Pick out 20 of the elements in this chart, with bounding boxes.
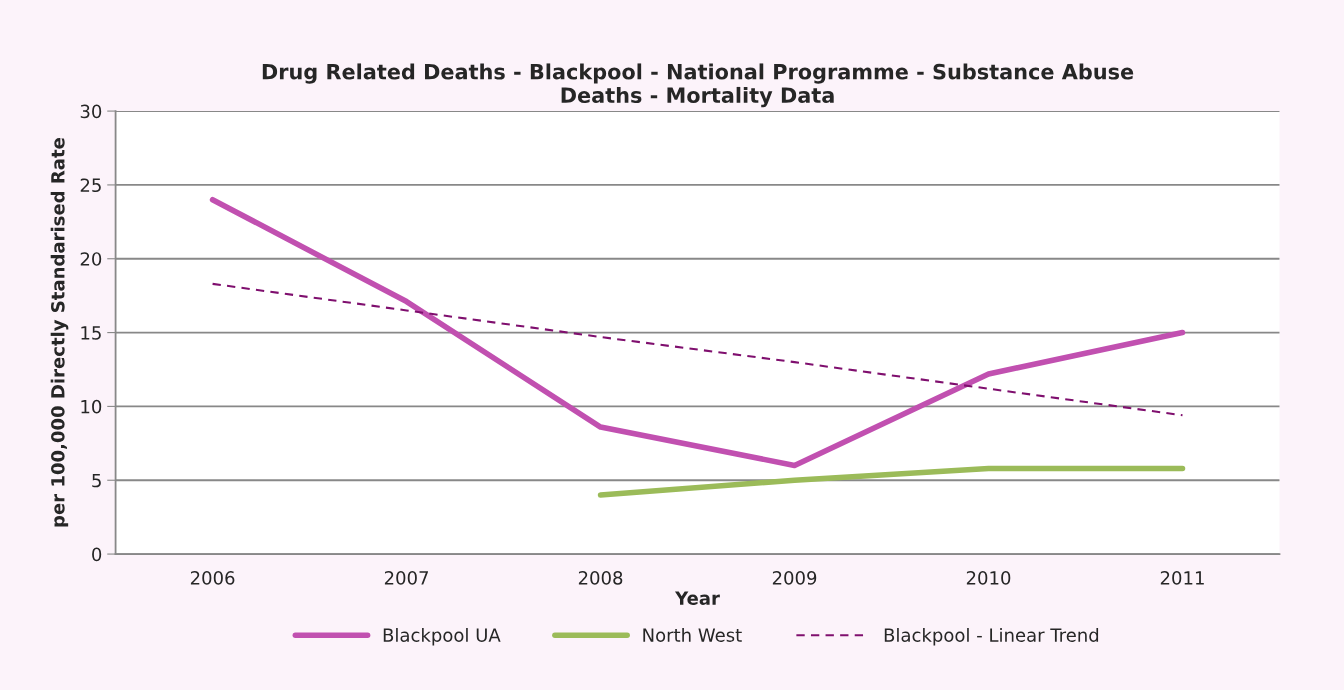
x-tick-label: 2009 <box>772 571 817 585</box>
x-tick-label: 2007 <box>384 571 428 585</box>
line-series <box>211 282 1184 417</box>
y-tick-label: 25 <box>80 178 101 193</box>
x-tick-label: 2006 <box>190 571 235 585</box>
legend-label: North West <box>643 627 742 642</box>
y-tick-label: 30 <box>80 104 102 119</box>
y-axis-title: per 100,000 Directly Standarised Rate <box>50 138 69 527</box>
x-axis-title: Year <box>674 591 720 605</box>
x-tick-label: 2010 <box>966 571 1011 585</box>
y-tick-label: 5 <box>92 473 101 488</box>
y-tick-label: 20 <box>80 252 102 266</box>
x-tick-label: 2011 <box>1160 571 1204 585</box>
y-tick-label: 15 <box>81 326 101 340</box>
x-tick-label: 2008 <box>578 571 623 585</box>
legend-label: Blackpool - Linear Trend <box>884 627 1099 646</box>
legend-label: Blackpool UA <box>383 627 501 646</box>
y-tick-label: 10 <box>81 399 102 414</box>
chart-title: Drug Related Deaths - Blackpool - National Programme - Substance Abuse Deaths - Mortality Data <box>262 63 1134 108</box>
y-tick-label: 0 <box>92 547 102 562</box>
